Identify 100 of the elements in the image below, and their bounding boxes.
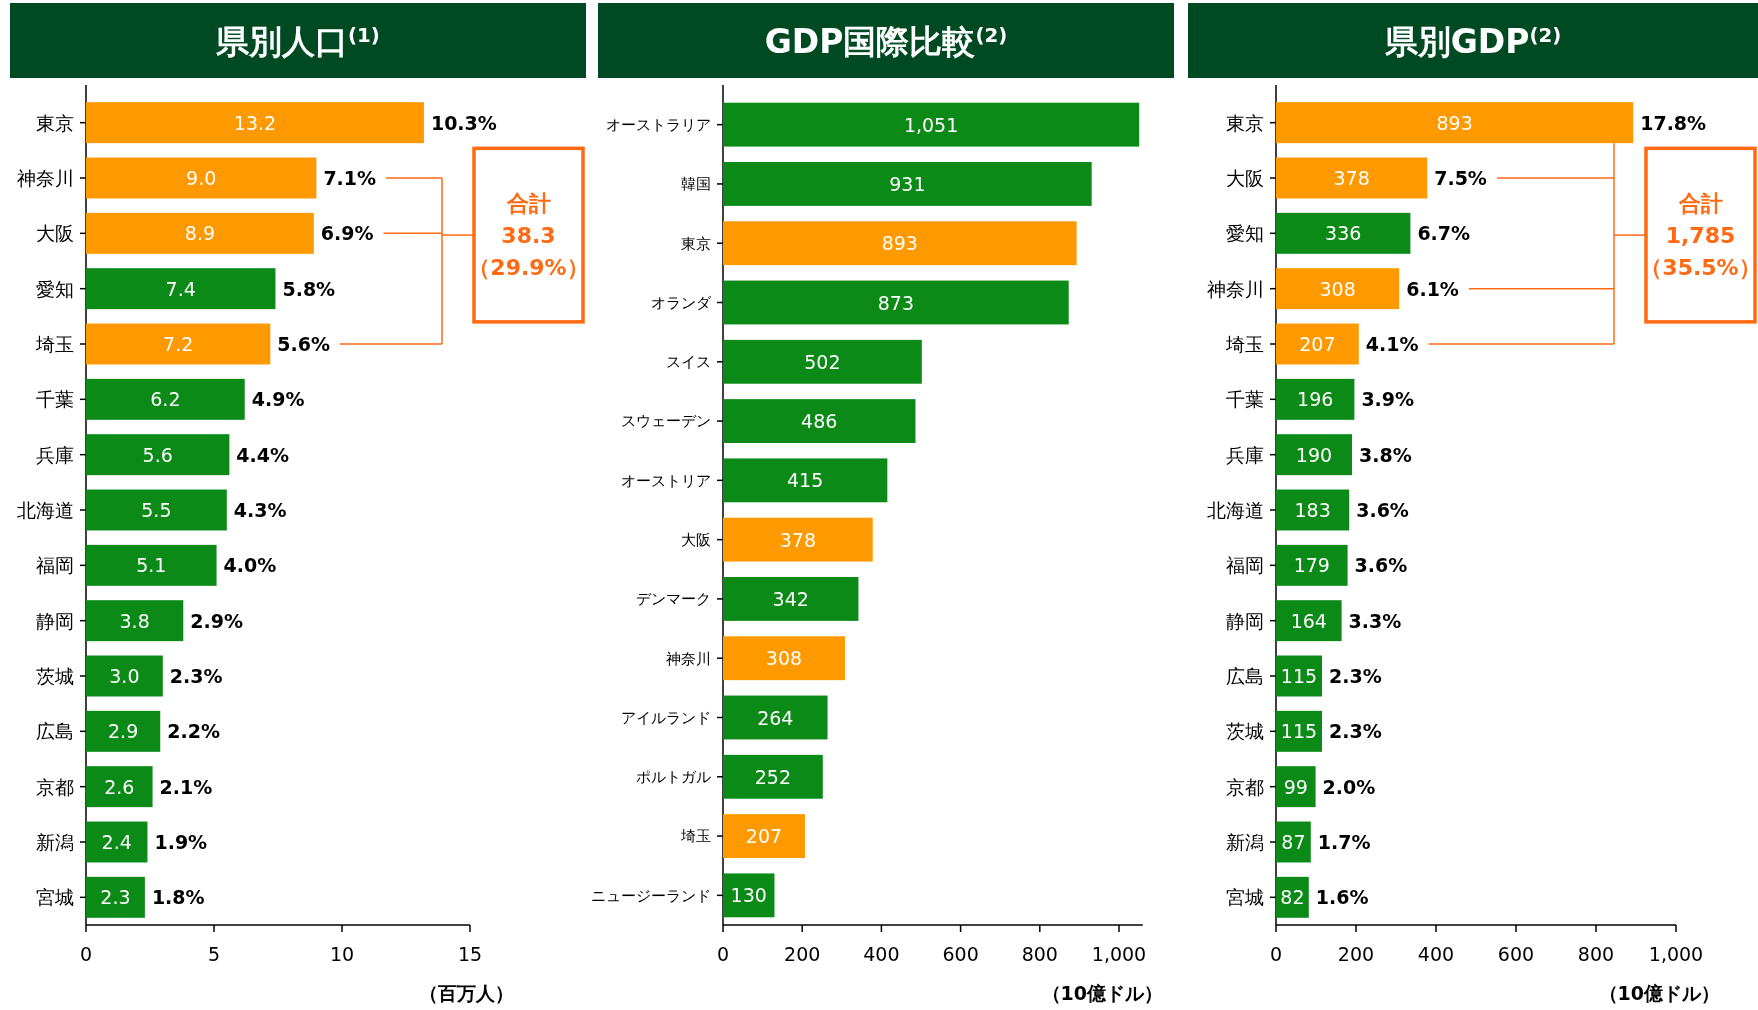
x-tick-label: 0 [1269,943,1283,965]
bar [86,268,276,310]
bar [723,517,873,562]
data-label: 5.5 [141,499,172,521]
y-tick-label: アイルランド [621,708,711,727]
y-tick-label: オーストラリア [606,116,711,135]
y-tick-label: 東京 [1226,111,1264,134]
y-tick-label: 埼玉 [35,332,74,355]
annotation: 3.6% [1356,499,1409,521]
y-tick-label: 北海道 [17,498,74,521]
x-tick-label: 1,000 [1091,943,1147,965]
bar [723,576,859,621]
y-tick-label: 北海道 [1207,498,1264,521]
y-tick-label: 神奈川 [1207,277,1264,300]
y-tick-label: 福岡 [36,554,74,577]
y-tick-label: デンマーク [636,590,711,609]
data-label: 13.2 [233,111,277,134]
y-tick-label: 宮城 [36,886,74,909]
annotation: 10.3% [430,111,497,134]
annotation: 2.3% [1329,720,1382,743]
data-label: 2.6 [104,775,135,798]
bar [1276,600,1342,642]
x-tick-label: 10 [329,943,355,965]
data-label: 9.0 [186,167,217,189]
y-tick-label: 広島 [36,720,74,743]
y-tick-label: 広島 [1226,664,1264,687]
y-tick-label: ニュージーランド [591,886,711,905]
x-tick-label: 200 [1337,943,1375,965]
y-tick-label: 大阪 [36,222,74,245]
annotation: 3.6% [1354,554,1408,577]
bar [86,600,184,642]
bar [723,458,888,503]
data-label: 502 [804,350,841,373]
x-tick-label: 400 [863,943,900,965]
annotation: 7.5% [1434,167,1487,189]
data-label: 207 [1299,333,1336,355]
data-label: 82 [1280,886,1305,909]
data-label: 196 [1297,388,1334,411]
x-tick-label: 600 [942,943,979,965]
data-label: 378 [779,528,816,551]
data-label: 5.6 [142,443,173,466]
bar [723,339,922,384]
y-tick-label: 大阪 [681,531,711,550]
annotation: 2.9% [190,609,243,632]
annotation: 1.7% [1317,831,1371,853]
annotation: 2.1% [159,775,213,798]
y-tick-label: 新潟 [1226,830,1264,853]
y-tick-label: 愛知 [1226,222,1264,245]
y-tick-label: 新潟 [36,830,74,853]
data-label: 179 [1293,554,1330,577]
y-tick-label: 茨城 [36,664,74,687]
y-tick-label: 宮城 [1226,886,1264,909]
bar [1276,766,1316,808]
annotation: 2.2% [167,720,220,743]
bar [1276,378,1355,420]
data-label: 5.1 [136,554,167,577]
bar [86,655,163,697]
data-label: 893 [881,232,918,255]
bar [1276,544,1348,586]
bar [86,544,217,586]
data-label: 115 [1280,665,1318,687]
y-tick-label: 千葉 [36,388,74,411]
y-tick-label: スウェーデン [621,412,711,431]
x-axis-title: （百万人） [419,982,514,1004]
data-label: 3.8 [119,609,150,632]
data-label: 252 [754,765,792,788]
chart-title: 県別人口$^{(1)}$ [215,22,380,61]
text: 合計 [505,191,551,217]
data-label: 183 [1294,499,1331,521]
annotation: 4.4% [236,443,290,466]
data-label: 190 [1295,443,1333,466]
y-tick-label: スイス [666,353,711,372]
annotation: 2.3% [1329,665,1382,687]
x-tick-label: 0 [79,943,93,965]
data-label: 378 [1333,167,1370,189]
y-tick-label: 神奈川 [17,166,74,189]
annotation: 4.9% [251,388,305,411]
bar [723,695,828,740]
data-label: 87 [1281,831,1306,853]
data-label: 6.2 [150,388,181,411]
bar [1276,102,1634,144]
data-label: 931 [889,172,926,195]
y-tick-label: 千葉 [1226,388,1264,411]
bar [86,157,317,199]
bar [723,636,845,681]
data-label: 115 [1280,720,1318,743]
annotation: 5.6% [277,333,331,355]
bar [86,710,161,752]
annotation: 1.9% [154,831,208,853]
x-axis-title: （10億ドル） [1041,982,1163,1004]
y-tick-label: 静岡 [36,609,74,632]
y-tick-label: 茨城 [1226,720,1264,743]
bar [1276,212,1411,254]
x-tick-label: 0 [716,943,730,965]
data-label: 2.4 [101,831,132,853]
y-tick-label: オランダ [651,293,712,312]
data-label: 207 [745,825,783,848]
bar [1276,323,1359,365]
annotation: 3.8% [1359,443,1412,466]
data-label: 99 [1283,775,1308,798]
